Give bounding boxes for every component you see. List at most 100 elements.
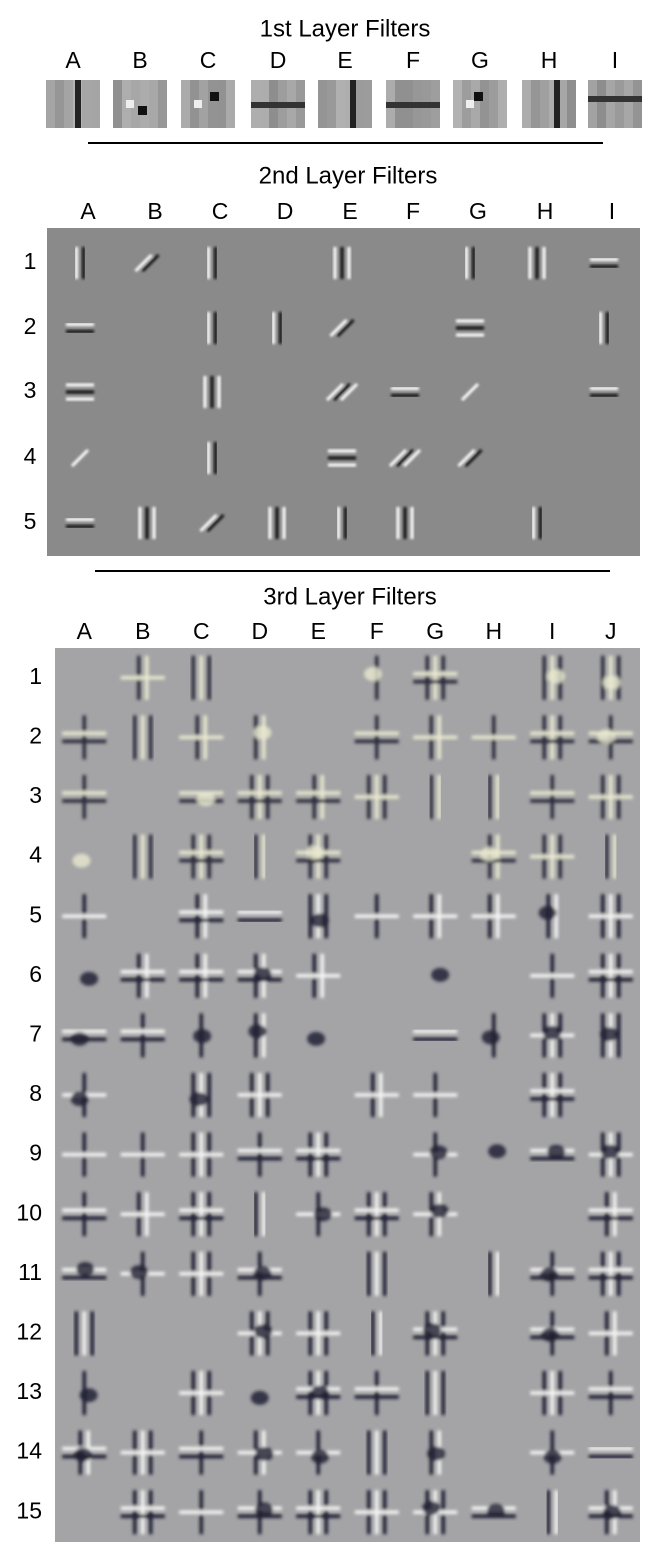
stroke (460, 382, 480, 402)
tile-dot (210, 92, 219, 101)
stroke (388, 448, 408, 468)
filter-tile (296, 1490, 341, 1535)
row-label: 3 (29, 782, 42, 808)
filter-tile (189, 1073, 211, 1117)
filter-tile (62, 1262, 107, 1280)
filter-tile (588, 894, 633, 939)
filter-tile (453, 80, 507, 128)
tile-cell (55, 80, 64, 128)
row-label: 6 (29, 961, 42, 987)
filter-stroke (66, 323, 94, 333)
column-label: F (370, 618, 384, 644)
tile-cell (489, 80, 498, 128)
filter-tile (354, 1371, 399, 1415)
column-label: E (342, 198, 357, 224)
filter-stroke (203, 376, 221, 408)
blob (488, 1144, 507, 1159)
filter-tile (120, 1430, 165, 1475)
blob (76, 1262, 95, 1277)
filter-tile (354, 1192, 399, 1237)
tile-cell (113, 80, 122, 128)
row-label: 13 (16, 1378, 42, 1404)
row-label: 5 (29, 901, 42, 927)
tile-bar (75, 80, 81, 128)
tile-cell (363, 80, 372, 128)
column-label: D (251, 618, 268, 644)
filter-tile (371, 1311, 383, 1356)
column-label: I (609, 198, 615, 224)
filter-tile (546, 1490, 558, 1535)
blob (431, 967, 450, 982)
column-label: E (337, 47, 352, 73)
filter-tile (481, 1013, 500, 1058)
row-label: 3 (24, 377, 37, 403)
tile-cell (354, 80, 363, 128)
tile-cell (318, 80, 327, 128)
filter-tile (605, 834, 617, 879)
column-label: H (485, 618, 502, 644)
tile-cell (588, 80, 597, 128)
filter-stroke (66, 383, 94, 401)
filter-stroke (528, 247, 546, 279)
section-title: 1st Layer Filters (260, 15, 431, 42)
tile-cell (624, 80, 633, 128)
tile-cell (480, 80, 489, 128)
filter-tile (120, 1251, 165, 1296)
filter-tile (354, 1073, 399, 1117)
filter-tile (133, 834, 153, 879)
blob (538, 905, 557, 920)
tile-bar (251, 102, 305, 108)
filter-tile (588, 1490, 633, 1535)
column-label: C (200, 47, 217, 73)
filter-tile (80, 971, 99, 986)
column-label: C (212, 198, 229, 224)
filter-tile (62, 1192, 107, 1237)
filter-tile (530, 1311, 575, 1356)
column-label: G (469, 198, 487, 224)
filter-tile (413, 1311, 458, 1356)
filter-tile (588, 1311, 633, 1356)
blob (250, 1390, 269, 1405)
tile-dot (194, 100, 202, 108)
blob (310, 1385, 329, 1400)
blob (427, 1446, 446, 1461)
row-label: 9 (29, 1140, 42, 1166)
filter-tile (530, 1251, 575, 1296)
stroke (332, 382, 352, 402)
row-label: 8 (29, 1080, 42, 1106)
filter-tile (179, 715, 224, 760)
row-label: 14 (16, 1438, 42, 1464)
filter-tile (79, 1371, 98, 1415)
filter-tile (46, 80, 100, 128)
blob (547, 669, 566, 684)
stroke (457, 448, 476, 468)
blob (73, 1447, 92, 1462)
filter-stroke (268, 507, 286, 539)
filter-tile (179, 834, 224, 879)
filter-tile (431, 967, 450, 982)
filter-tile (62, 1132, 107, 1177)
column-label: I (612, 47, 618, 73)
filter-tile (413, 1073, 458, 1117)
filter-tile (248, 1013, 267, 1058)
tile-cell (199, 80, 208, 128)
stroke (134, 253, 153, 273)
filter-stroke (456, 319, 484, 337)
tile-cell (567, 80, 576, 128)
blob (480, 847, 499, 862)
tile-dot (466, 100, 474, 108)
filter-stroke (328, 449, 356, 467)
tile-cell (64, 80, 73, 128)
filter-tile (179, 894, 224, 939)
filter-tile (237, 1311, 282, 1356)
filter-tile (588, 1192, 633, 1237)
stroke (325, 382, 345, 402)
filter-tile (179, 1192, 224, 1237)
tile-cell (549, 80, 558, 128)
filter-tile (193, 1013, 212, 1058)
tile-cell (131, 80, 140, 128)
filter-stroke (460, 382, 480, 402)
filter-tile (250, 1390, 269, 1405)
filter-tile (601, 655, 621, 700)
tile-cell (82, 80, 91, 128)
